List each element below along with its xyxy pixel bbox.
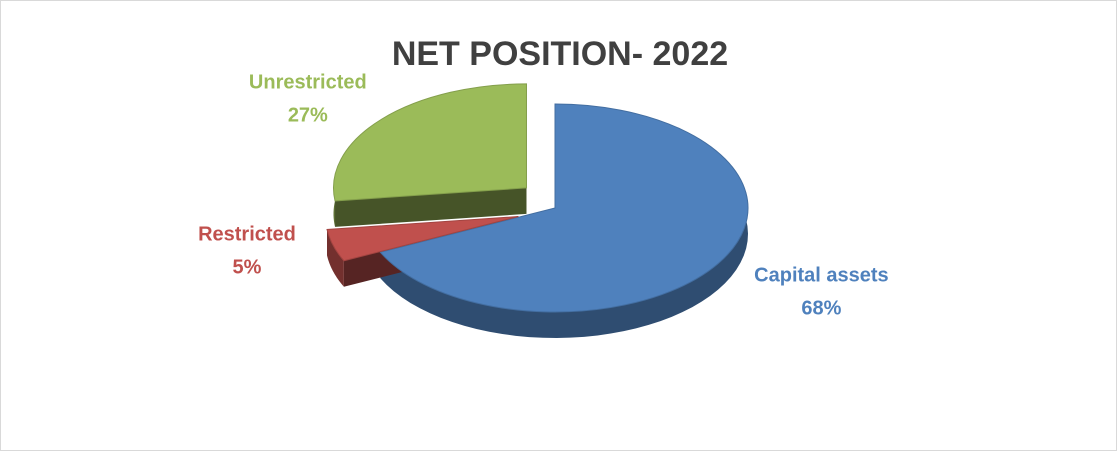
- slice-wall: [335, 187, 527, 227]
- slice-label: Unrestricted: [249, 72, 367, 94]
- slice-label: Capital assets: [754, 265, 889, 287]
- chart-title: NET POSITION- 2022: [392, 35, 728, 73]
- slice-label: Restricted: [198, 223, 296, 245]
- pie-slice: [333, 83, 527, 202]
- slice-tops: [326, 83, 749, 313]
- pie-slice: [326, 215, 519, 262]
- slice-value-label: 5%: [233, 256, 262, 278]
- pie-slice: [379, 103, 749, 313]
- slice-value-label: 27%: [288, 105, 328, 127]
- slice-value-label: 68%: [801, 298, 841, 320]
- slice-side: [327, 229, 344, 287]
